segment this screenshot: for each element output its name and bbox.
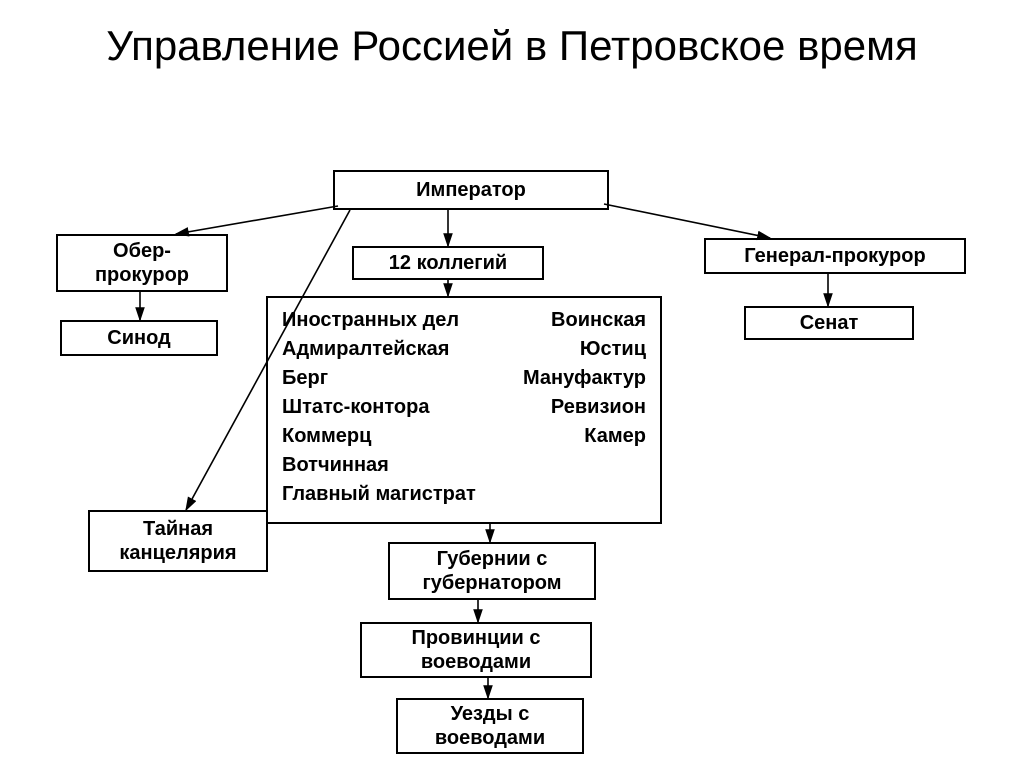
collegia-right-column: Воинская Юстиц Мануфактур Ревизион Камер [523,306,646,514]
node-kollegii: 12 коллегий [352,246,544,280]
edge [176,206,338,234]
node-provintsii: Провинции с воеводами [360,622,592,678]
node-senat: Сенат [744,306,914,340]
collegia-list-box: Иностранных дел Адмиралтейская Берг Штат… [266,296,662,524]
collegia-item: Берг [282,364,476,393]
collegia-item: Юстиц [580,335,646,364]
node-ober-prokuror: Обер- прокурор [56,234,228,292]
collegia-item: Воинская [551,306,646,335]
node-synod: Синод [60,320,218,356]
collegia-item: Мануфактур [523,364,646,393]
collegia-item: Адмиралтейская [282,335,476,364]
collegia-item: Ревизион [551,393,646,422]
node-tainaya: Тайная канцелярия [88,510,268,572]
collegia-item: Иностранных дел [282,306,476,335]
collegia-item: Главный магистрат [282,480,476,509]
collegia-item: Камер [584,422,646,451]
collegia-item: Вотчинная [282,451,476,480]
diagram-title: Управление Россией в Петровское время [0,22,1024,70]
collegia-left-column: Иностранных дел Адмиралтейская Берг Штат… [282,306,476,514]
node-uezdy: Уезды с воеводами [396,698,584,754]
edge [604,204,770,238]
node-emperor: Император [333,170,609,210]
collegia-item: Штатс-контора [282,393,476,422]
node-gen-prokuror: Генерал-прокурор [704,238,966,274]
node-gubernii: Губернии с губернатором [388,542,596,600]
collegia-item: Коммерц [282,422,476,451]
